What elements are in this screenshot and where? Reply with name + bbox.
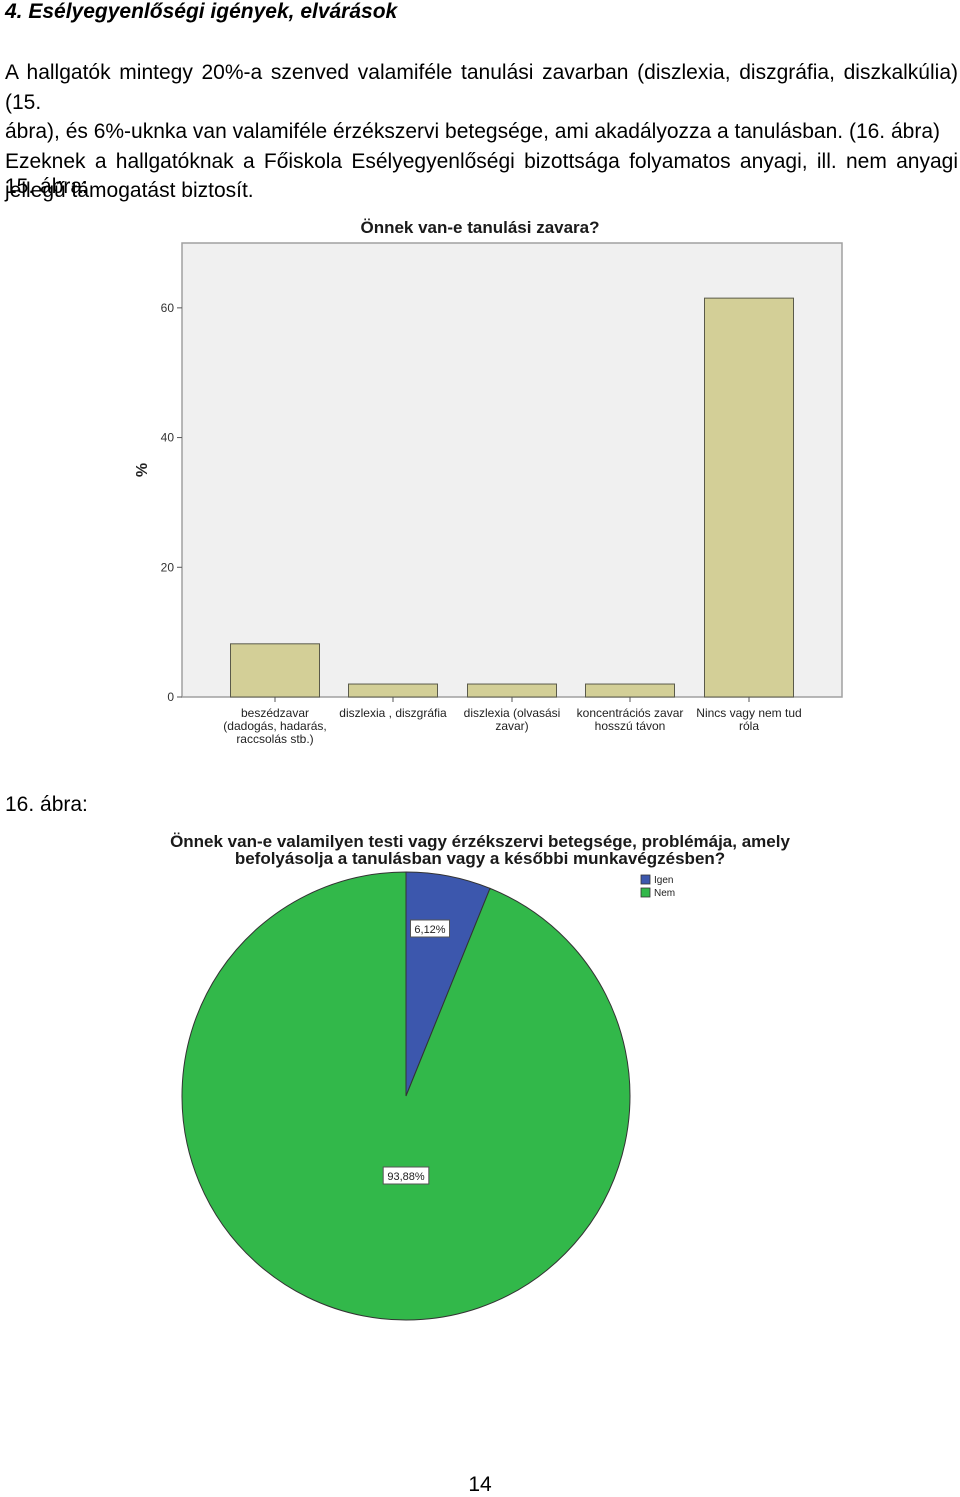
y-tick-label: 40 [161, 431, 175, 445]
y-tick-label: 60 [161, 301, 175, 315]
figure-16-label: 16. ábra: [5, 793, 88, 816]
x-tick-label: diszlexia (olvasási [464, 706, 561, 720]
y-tick-label: 0 [167, 690, 174, 704]
x-tick-label: Nincs vagy nem tud [696, 706, 801, 720]
pie-chart: 6,12% 93,88% Igen Nem [181, 871, 675, 1321]
paragraph-line: A hallgatók mintegy 20%-a szenved valami… [5, 61, 958, 114]
x-tick-label: róla [739, 719, 759, 733]
x-tick-label: raccsolás stb.) [236, 732, 313, 746]
bar [230, 643, 320, 698]
x-tick-label: zavar) [495, 719, 528, 733]
x-tick-label: hosszú távon [595, 719, 666, 733]
legend-swatch [640, 874, 651, 885]
x-tick-label: diszlexia , diszgráfia [339, 706, 447, 720]
pie-title-line: Önnek van-e valamilyen testi vagy érzéks… [170, 832, 790, 851]
pie-data-label-box [382, 1166, 430, 1185]
legend-label: Igen [654, 875, 673, 886]
bar-chart: 0 20 40 60% beszédzavar(dadogás, hadarás,rac… [134, 242, 843, 746]
page-number: 14 [468, 1473, 492, 1496]
paragraph-line: Ezeknek a hallgatóknak a Főiskola Esélye… [5, 149, 958, 173]
bar-chart-title: Önnek van-e tanulási zavara? [360, 218, 600, 237]
pie-title-line: befolyásolja a tanulásban vagy a későbbi… [234, 849, 726, 868]
paragraph-line: jellegű támogatást biztosít. [5, 179, 254, 202]
section-heading: 4. Esélyegyenlőségi igények, elvárások [5, 0, 398, 23]
pie-data-label-box [410, 919, 450, 938]
bar [704, 297, 794, 698]
x-tick-label: koncentrációs zavar [577, 706, 684, 720]
pie-chart-title: Önnek van-e valamilyen testi vagy érzéks… [150, 833, 810, 867]
y-tick-label: 20 [161, 560, 175, 574]
pie-slice [181, 871, 631, 1321]
legend-label: Nem [654, 888, 675, 899]
pie-data-label: 6,12% [414, 924, 445, 936]
x-tick-label: (dadogás, hadarás, [223, 719, 326, 733]
pie-data-label: 93,88% [387, 1171, 425, 1183]
y-axis-label: % [134, 463, 151, 477]
body-paragraph: A hallgatók mintegy 20%-a szenved valami… [5, 58, 958, 206]
x-tick-label: beszédzavar [241, 706, 309, 720]
figure-15-label: 15. ábra: [5, 175, 88, 198]
paragraph-line: ábra), és 6%-uknka van valamiféle érzéks… [5, 120, 941, 143]
legend-swatch [640, 887, 651, 898]
